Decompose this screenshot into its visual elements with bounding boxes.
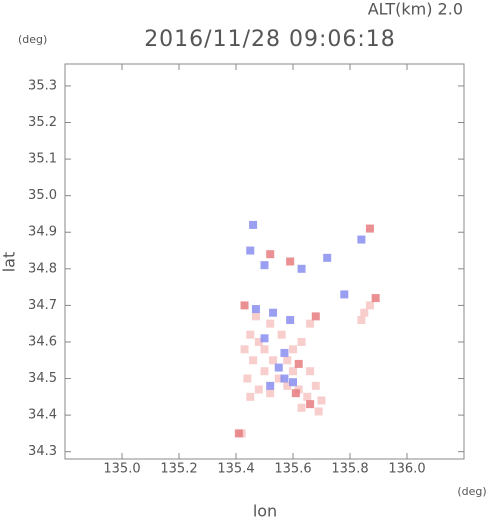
radar-cell [291,389,300,398]
radar-cell [266,250,275,259]
y-unit: (deg) [18,33,47,46]
radar-cell [269,308,278,317]
y-tick-label: 35.2 [28,115,57,130]
radar-cell [260,261,269,270]
radar-cell [306,400,315,409]
x-tick-label: 135.0 [103,462,140,477]
radar-cell [283,356,292,365]
radar-cell [249,220,258,229]
radar-cell [297,337,306,346]
y-tick-label: 34.9 [28,225,57,240]
x-tick-label: 135.4 [217,462,254,477]
radar-cell [260,334,269,343]
y-tick-label: 34.7 [28,298,57,313]
x-tick-label: 135.8 [331,462,368,477]
radar-cell [251,312,260,321]
radar-cell [251,305,260,314]
radar-cell [306,367,315,376]
radar-cell [311,312,320,321]
radar-cell [357,316,366,325]
radar-cell [283,381,292,390]
x-axis-label: lon [253,502,277,521]
radar-cell [240,345,249,354]
y-tick-label: 34.8 [28,261,57,276]
radar-cell [280,348,289,357]
radar-cell [234,429,243,438]
radar-cell [249,356,258,365]
radar-cell [357,235,366,244]
radar-cell [269,356,278,365]
x-unit: (deg) [457,485,486,498]
y-tick-label: 35.1 [28,152,57,167]
radar-cell [303,392,312,401]
radar-cell [266,381,275,390]
radar-cell [254,337,263,346]
radar-cell [360,308,369,317]
y-tick-label: 35.3 [28,78,57,93]
radar-cell [274,374,283,383]
radar-cell [286,257,295,266]
chart-subtitle: ALT(km) 2.0 [368,0,463,19]
y-tick-label: 34.6 [28,334,57,349]
radar-cell [246,330,255,339]
radar-cell [297,264,306,273]
radar-cell [297,403,306,412]
radar-cell [260,367,269,376]
radar-cell [294,359,303,368]
radar-cell [286,316,295,325]
radar-cell [289,367,297,376]
radar-cell [311,381,320,390]
radar-cell [266,319,275,328]
radar-cell [277,330,286,339]
radar-cell [340,290,349,299]
y-tick-label: 35.0 [28,188,57,203]
radar-cell [280,374,289,383]
radar-cell [365,301,374,310]
x-tick-label: 136.0 [388,462,425,477]
radar-cell [289,378,297,387]
y-tick-label: 34.5 [28,371,57,386]
radar-cell [260,345,269,354]
radar-cell [371,294,380,303]
radar-cell [274,363,283,372]
radar-cell [365,224,374,233]
y-tick-label: 34.4 [28,408,57,423]
radar-cell [254,385,263,394]
radar-cell [246,246,255,255]
x-tick-label: 135.2 [160,462,197,477]
radar-cell [306,319,315,328]
chart-title: 2016/11/28 09:06:18 [144,27,396,52]
radar-cell [243,374,252,383]
x-tick-label: 135.6 [274,462,311,477]
plot-frame [64,63,465,460]
radar-cell [246,392,255,401]
radar-cell [240,301,249,310]
radar-cell [314,407,323,416]
y-tick-label: 34.3 [28,444,57,459]
y-axis-label: lat [0,252,19,273]
radar-cell [266,389,275,398]
radar-cell [289,345,297,354]
radar-cell [317,396,326,405]
radar-cell [323,253,332,262]
